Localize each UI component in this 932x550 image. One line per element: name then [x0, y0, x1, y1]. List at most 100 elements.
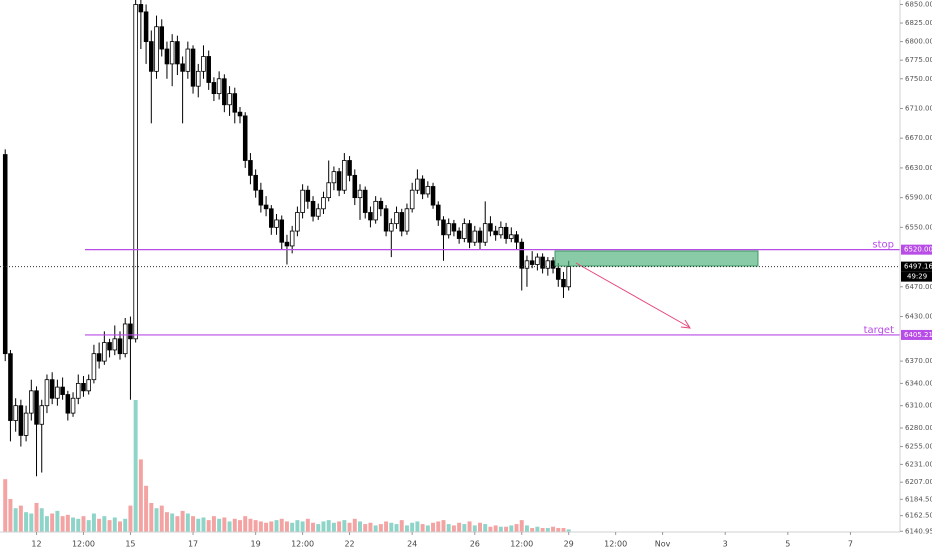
candle-body [279, 219, 285, 243]
x-tick-label: 17 [188, 540, 198, 549]
volume-bar [279, 518, 284, 532]
candle-body [357, 189, 363, 199]
volume-bar [384, 521, 389, 532]
volume-bar [138, 459, 143, 532]
candle-body [550, 260, 556, 269]
candle-body [128, 323, 133, 340]
volume-bar [472, 525, 477, 532]
volume-bar [258, 521, 263, 532]
candle-body [362, 189, 368, 213]
volume-bar [128, 505, 133, 532]
candle-body [242, 115, 248, 161]
candle-body [263, 204, 269, 210]
y-tick-label: 6370.00 [905, 357, 932, 365]
volume-bar [3, 479, 8, 532]
candle-body [253, 174, 258, 191]
volume-bar [368, 522, 373, 532]
volume-bar [295, 520, 300, 532]
candle-layer [2, 0, 571, 477]
volume-bar [566, 529, 571, 532]
y-tick-label: 6630.00 [905, 164, 932, 172]
volume-bar [551, 526, 556, 532]
candle-body [206, 56, 211, 83]
volume-bar [509, 525, 514, 532]
candle-body [164, 48, 170, 65]
volume-layer [3, 400, 571, 532]
volume-bar [191, 516, 196, 532]
volume-bar [467, 521, 472, 532]
volume-bar [311, 522, 316, 532]
candle-body [8, 353, 13, 421]
candle-body [86, 379, 91, 392]
volume-bar [415, 521, 420, 532]
volume-bar [284, 521, 289, 532]
candle-body [373, 200, 378, 221]
x-tick-label: 24 [407, 540, 417, 549]
candle-body [222, 78, 227, 106]
candle-body [446, 223, 451, 236]
volume-bar [107, 520, 112, 532]
y-tick-label: 6590.00 [905, 194, 932, 202]
volume-bar [519, 520, 524, 532]
y-tick-label: 6162.50 [905, 512, 932, 520]
candle-body [529, 260, 535, 265]
volume-bar [217, 518, 222, 532]
candle-body [555, 267, 561, 280]
level-tag [901, 244, 932, 255]
candle-body [415, 178, 420, 191]
candle-body [378, 200, 384, 210]
y-tick-label: 6430.00 [905, 313, 932, 321]
candle-body [482, 223, 488, 243]
candle-body [404, 208, 410, 232]
volume-bar [60, 516, 65, 532]
volume-bar [196, 518, 201, 532]
candle-body [29, 390, 34, 414]
candle-body [190, 48, 196, 87]
candle-body [456, 230, 462, 239]
arrow-head [680, 319, 691, 329]
volume-bar [524, 525, 529, 532]
volume-bar [358, 521, 362, 532]
volume-bar [170, 513, 175, 532]
x-tick-label: 15 [125, 540, 135, 549]
volume-bar [13, 508, 18, 532]
candle-body [441, 219, 446, 236]
y-tick-label: 6255.00 [905, 443, 932, 451]
candle-body [169, 41, 175, 65]
candle-body [326, 182, 331, 199]
candle-body [60, 386, 65, 395]
volume-bar [498, 526, 503, 532]
candle-body [143, 11, 149, 43]
y-tick-label: 6340.00 [905, 379, 932, 387]
volume-bar [446, 524, 451, 532]
volume-bar [321, 521, 326, 532]
candle-body [535, 256, 540, 265]
volume-bar [342, 520, 347, 532]
candle-body [300, 189, 305, 213]
volume-bar [159, 505, 164, 532]
candle-body [389, 223, 394, 232]
volume-bar [44, 516, 49, 532]
volume-bar [102, 516, 107, 532]
volume-bar [118, 521, 122, 532]
x-tick-label: 3 [723, 540, 728, 549]
candle-body [81, 382, 86, 392]
candle-body [44, 379, 50, 407]
volume-bar [451, 525, 456, 532]
last-price-tag [901, 261, 932, 272]
volume-bar [493, 525, 498, 532]
volume-bar [331, 522, 336, 532]
y-tick-label: 6310.00 [905, 402, 932, 410]
volume-bar [24, 512, 29, 532]
candle-body [488, 223, 493, 232]
volume-bar [50, 513, 55, 532]
candle-body [133, 4, 138, 340]
level-name: target [864, 325, 894, 336]
candle-body [368, 212, 373, 221]
volume-bar [347, 522, 352, 532]
volume-bar [248, 518, 253, 532]
candle-body [462, 223, 467, 239]
candle-body [509, 234, 514, 239]
volume-bar [483, 524, 488, 532]
